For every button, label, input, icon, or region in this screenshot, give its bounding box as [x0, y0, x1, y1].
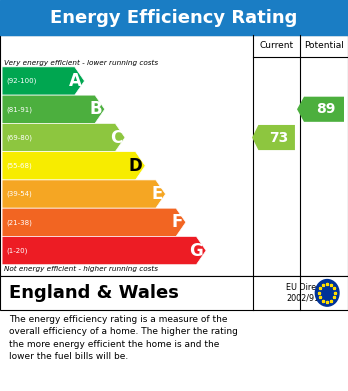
Text: A: A	[69, 72, 82, 90]
Polygon shape	[2, 237, 206, 265]
Polygon shape	[2, 208, 186, 237]
Polygon shape	[2, 95, 105, 124]
Text: (39-54): (39-54)	[6, 191, 32, 197]
Text: F: F	[172, 213, 183, 231]
Text: EU Directive
2002/91/EC: EU Directive 2002/91/EC	[286, 283, 336, 303]
Polygon shape	[2, 152, 145, 180]
Text: (69-80): (69-80)	[6, 134, 32, 141]
Text: B: B	[89, 100, 102, 118]
Text: Energy Efficiency Rating: Energy Efficiency Rating	[50, 9, 298, 27]
Text: Potential: Potential	[304, 41, 344, 50]
Text: (81-91): (81-91)	[6, 106, 32, 113]
Text: D: D	[129, 157, 142, 175]
Text: (1-20): (1-20)	[6, 248, 27, 254]
Bar	[0, 35, 348, 276]
Polygon shape	[2, 67, 85, 95]
Text: C: C	[110, 129, 122, 147]
Text: (55-68): (55-68)	[6, 163, 32, 169]
Text: England & Wales: England & Wales	[9, 284, 179, 302]
Text: 89: 89	[316, 102, 335, 116]
Text: Not energy efficient - higher running costs: Not energy efficient - higher running co…	[4, 265, 158, 272]
Text: 73: 73	[269, 131, 288, 145]
Text: Very energy efficient - lower running costs: Very energy efficient - lower running co…	[4, 60, 158, 66]
Bar	[0, 0, 348, 35]
Text: (21-38): (21-38)	[6, 219, 32, 226]
Text: The energy efficiency rating is a measure of the
overall efficiency of a home. T: The energy efficiency rating is a measur…	[9, 315, 238, 361]
Text: G: G	[190, 242, 203, 260]
Polygon shape	[297, 97, 344, 122]
Polygon shape	[2, 124, 125, 152]
Polygon shape	[252, 125, 295, 150]
Polygon shape	[2, 180, 166, 208]
Text: E: E	[151, 185, 163, 203]
Text: Current: Current	[260, 41, 294, 50]
Bar	[0, 276, 348, 310]
Text: (92-100): (92-100)	[6, 78, 37, 84]
Circle shape	[315, 280, 339, 306]
